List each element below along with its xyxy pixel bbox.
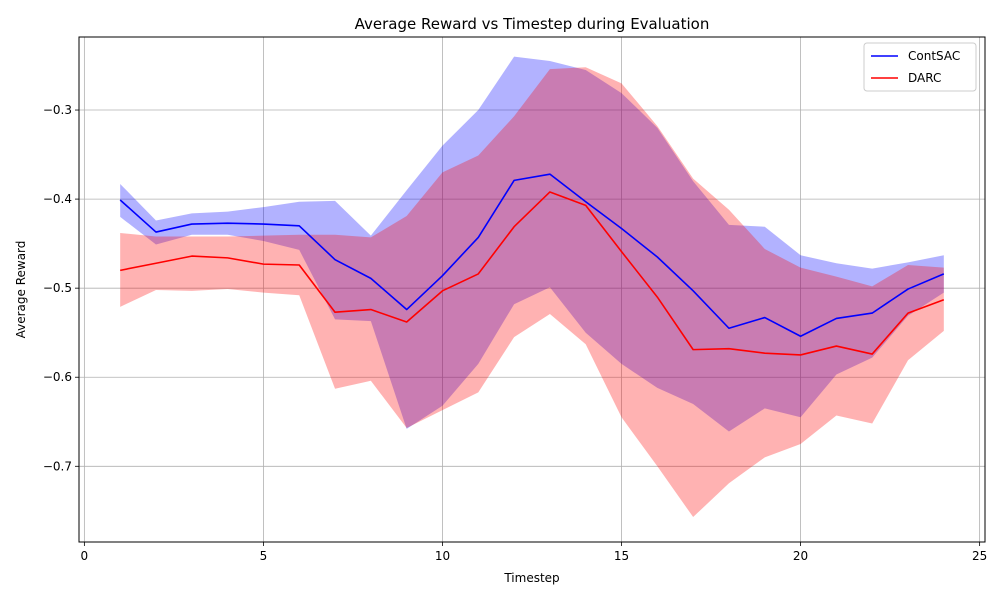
series-line-0 (119, 173, 945, 338)
axis-ticks: 0 5 10 15 20 25 −0.7 −0.6 −0.5 −0.4 −0.3 (43, 103, 987, 563)
legend-label: ContSAC (908, 49, 960, 63)
confidence-band-1 (120, 67, 944, 518)
y-tick-label: −0.5 (43, 281, 72, 295)
x-tick-label: 20 (793, 549, 808, 563)
series-lines (119, 173, 945, 356)
confidence-band-0 (120, 56, 944, 432)
series-line-1 (120, 191, 945, 356)
y-tick-label: −0.7 (43, 459, 72, 473)
chart-title: Average Reward vs Timestep during Evalua… (355, 15, 710, 33)
confidence-bands (120, 56, 944, 518)
y-tick-label: −0.3 (43, 103, 72, 117)
legend: ContSAC DARC (863, 42, 977, 92)
x-tick-label: 0 (81, 549, 89, 563)
y-tick-label: −0.6 (43, 370, 72, 384)
legend-box (863, 42, 977, 92)
y-tick-label: −0.4 (43, 192, 72, 206)
legend-label: DARC (908, 71, 941, 85)
x-axis-label: Timestep (503, 571, 559, 585)
x-tick-label: 25 (972, 549, 987, 563)
x-tick-label: 10 (435, 549, 450, 563)
x-tick-label: 15 (614, 549, 629, 563)
y-axis-label: Average Reward (14, 241, 28, 339)
grid (79, 37, 985, 542)
x-tick-label: 5 (260, 549, 268, 563)
plot-frame (78, 36, 986, 543)
